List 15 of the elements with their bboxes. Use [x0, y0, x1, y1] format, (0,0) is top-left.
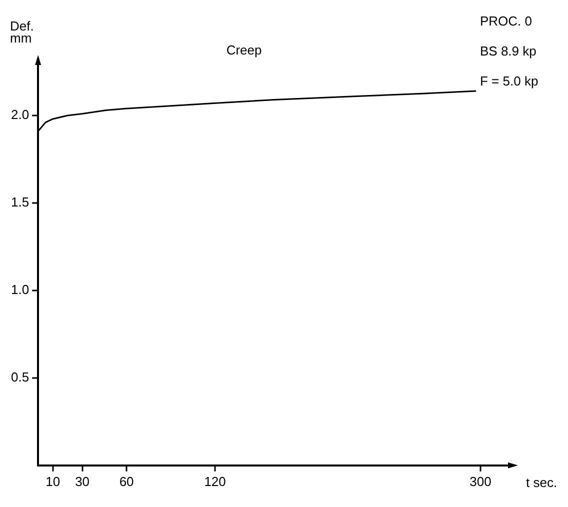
- text: BS 8.9 kp: [480, 44, 536, 59]
- y-tick-label: 2.0: [10, 107, 30, 122]
- y-axis-title: Def. mm: [10, 18, 34, 46]
- x-tick-label: 60: [119, 474, 134, 489]
- y-tick-label: 0.5: [10, 370, 30, 384]
- text: PROC. 0: [480, 14, 532, 29]
- y-tick-label: 1.5: [10, 194, 30, 210]
- annotation: F = 5.0 kp: [480, 74, 538, 89]
- x-tick-label: 10: [46, 474, 60, 489]
- x-axis-title: t sec.: [526, 474, 558, 490]
- x-tick-label: 120: [204, 474, 226, 489]
- x-tick-label: 300: [470, 474, 492, 489]
- y-tick-label: 1.0: [10, 282, 30, 298]
- chart-title: Creep: [226, 42, 262, 58]
- x-tick-label: 30: [75, 474, 90, 489]
